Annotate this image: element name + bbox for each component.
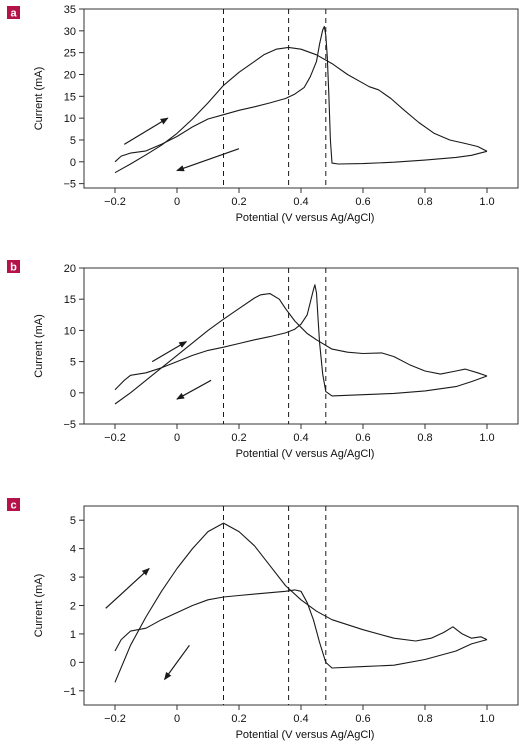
x-tick-label: 0 [174, 713, 180, 725]
y-tick-label: 0 [70, 388, 76, 400]
x-tick-label: −0.2 [104, 713, 126, 725]
series-line-2 [114, 293, 488, 405]
scan-direction-arrow [123, 117, 169, 145]
y-axis-title: Current (mA) [33, 67, 45, 131]
y-axis-title: Current (mA) [33, 314, 45, 378]
x-tick-label: 0.8 [417, 196, 432, 208]
y-tick-label: 35 [64, 4, 76, 16]
plot-frame [83, 267, 519, 425]
y-tick-label: 20 [64, 69, 76, 81]
y-tick-label: 15 [64, 91, 76, 103]
x-tick-label: 0.2 [231, 713, 246, 725]
plot-frame [83, 505, 519, 706]
panel-c: c −0.2 0 0.2 0.4 0.6 0.8 1.0 −1 0 1 2 3 4 5 Potential (… [7, 498, 519, 741]
y-tick-label: 20 [64, 263, 76, 275]
y-tick-label: 25 [64, 48, 76, 60]
scan-direction-arrow [164, 644, 190, 681]
x-tick-label: 0.4 [293, 196, 308, 208]
x-tick-label: 0.8 [417, 432, 432, 444]
panel-badge [7, 260, 20, 273]
x-tick-label: 0.4 [293, 713, 308, 725]
panel-badge [7, 6, 20, 19]
y-tick-label: 0 [70, 157, 76, 169]
y-tick-label: −5 [63, 419, 76, 431]
y-tick-label: 5 [70, 515, 76, 527]
series-line-1 [114, 284, 488, 397]
x-tick-label: 0.2 [231, 432, 246, 444]
x-axis-title: Potential (V versus Ag/AgCl) [236, 729, 375, 741]
scan-direction-arrow [105, 567, 150, 609]
scan-direction-arrow [151, 341, 188, 363]
x-tick-label: 0.6 [355, 713, 370, 725]
panel-badge [7, 498, 20, 511]
x-axis-title: Potential (V versus Ag/AgCl) [236, 448, 375, 460]
y-tick-label: 10 [64, 113, 76, 125]
panel-b: b −0.2 0 0.2 0.4 0.6 0.8 1.0 −5 0 5 10 15 20 Potential… [7, 260, 519, 460]
y-tick-label: −1 [63, 686, 76, 698]
x-tick-label: 1.0 [479, 196, 494, 208]
series-line-1 [114, 589, 488, 669]
x-tick-label: −0.2 [104, 196, 126, 208]
x-tick-label: 0.8 [417, 713, 432, 725]
scan-direction-arrow [176, 379, 212, 400]
y-tick-label: 0 [70, 657, 76, 669]
panel-letter: c [10, 500, 16, 512]
x-tick-label: −0.2 [104, 432, 126, 444]
y-tick-label: −5 [63, 179, 76, 191]
y-tick-label: 30 [64, 26, 76, 38]
y-tick-label: 5 [70, 135, 76, 147]
series-line-1 [114, 25, 488, 165]
x-tick-label: 1.0 [479, 713, 494, 725]
x-tick-label: 0.4 [293, 432, 308, 444]
series-line-2 [114, 46, 488, 174]
x-tick-label: 0 [174, 432, 180, 444]
x-axis-title: Potential (V versus Ag/AgCl) [236, 212, 375, 224]
x-tick-label: 0.6 [355, 432, 370, 444]
panel-a: a −0.2 0 0.2 0.4 0.6 0.8 1.0 −5 0 5 10 15 20 25 30 35 Pot… [7, 4, 519, 224]
x-tick-label: 0.2 [231, 196, 246, 208]
y-tick-label: 1 [70, 629, 76, 641]
y-tick-label: 2 [70, 601, 76, 613]
series-line-2 [114, 522, 488, 683]
panel-letter: a [10, 8, 17, 20]
x-tick-label: 0 [174, 196, 180, 208]
y-tick-label: 4 [70, 544, 76, 556]
y-tick-label: 15 [64, 294, 76, 306]
panel-letter: b [10, 262, 17, 274]
x-tick-label: 1.0 [479, 432, 494, 444]
y-tick-label: 5 [70, 357, 76, 369]
x-tick-label: 0.6 [355, 196, 370, 208]
y-axis-title: Current (mA) [33, 574, 45, 638]
plot-frame [83, 8, 519, 189]
y-tick-label: 3 [70, 572, 76, 584]
scan-direction-arrow [176, 148, 240, 172]
y-tick-label: 10 [64, 325, 76, 337]
